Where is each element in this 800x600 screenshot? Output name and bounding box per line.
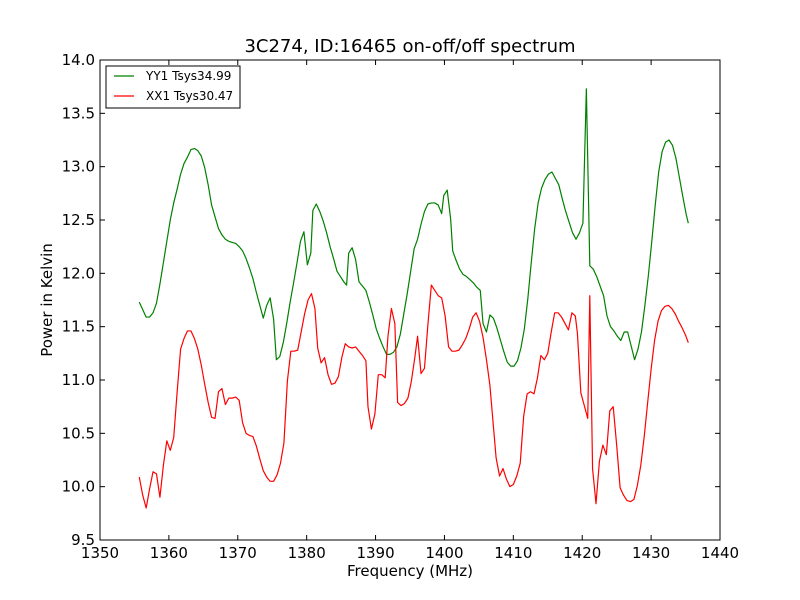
series-line-yy1 [138, 88, 689, 367]
x-tick-label: 1360 [150, 544, 188, 562]
x-tick-label: 1430 [632, 544, 670, 562]
x-tick-label: 1350 [81, 544, 119, 562]
ticks-layer: 1350 1360 1370 1380 1390 1400 1410 1420 1430 1440… [62, 51, 740, 562]
y-tick-label: 12.0 [62, 264, 95, 282]
legend-label-yy1: YY1 Tsys34.99 [145, 69, 231, 83]
x-tick-label: 1410 [494, 544, 532, 562]
chart-title: 3C274, ID:16465 on-off/off spectrum [244, 36, 575, 57]
x-tick-label: 1380 [288, 544, 326, 562]
axes-frame [99, 59, 721, 541]
y-tick-label: 11.0 [62, 371, 95, 389]
y-tick-label: 9.5 [71, 531, 95, 549]
plot-area: 1350 1360 1370 1380 1390 1400 1410 1420 1430 1440… [62, 51, 740, 562]
legend-label-xx1: XX1 Tsys30.47 [146, 89, 233, 103]
legend-box [105, 65, 241, 109]
y-tick-label: 10.0 [62, 478, 95, 496]
y-tick-label: 11.5 [62, 318, 95, 336]
y-tick-label: 12.5 [62, 211, 95, 229]
y-tick-label: 13.5 [62, 104, 95, 122]
y-tick-label: 14.0 [62, 51, 95, 69]
x-axis-label: Frequency (MHz) [347, 562, 473, 580]
y-tick-label: 13.0 [62, 158, 95, 176]
y-tick-label: 10.5 [62, 424, 95, 442]
legend: YY1 Tsys34.99 XX1 Tsys30.47 [105, 65, 241, 109]
x-tick-label: 1370 [219, 544, 257, 562]
x-tick-label: 1400 [425, 544, 463, 562]
x-tick-label: 1440 [701, 544, 739, 562]
series-layer [138, 88, 689, 509]
x-tick-label: 1390 [356, 544, 394, 562]
x-tick-label: 1420 [563, 544, 601, 562]
series-line-xx1 [138, 284, 689, 509]
y-axis-label: Power in Kelvin [38, 243, 56, 357]
